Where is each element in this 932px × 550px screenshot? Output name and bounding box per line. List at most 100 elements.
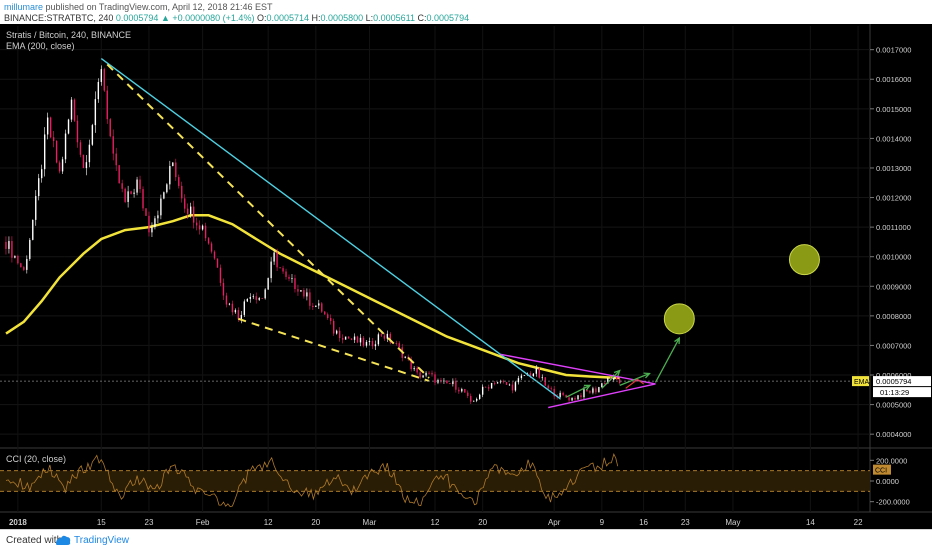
candle xyxy=(273,249,275,265)
candle-body xyxy=(172,162,174,167)
candle-body xyxy=(374,344,377,347)
price-tick-label: 0.0012000 xyxy=(876,194,911,203)
candle-body xyxy=(222,282,225,296)
candle xyxy=(64,129,67,164)
candle xyxy=(347,336,350,339)
candle-body xyxy=(192,206,195,223)
candle-body xyxy=(70,99,73,120)
candle xyxy=(73,98,76,123)
cci-pane xyxy=(0,452,870,508)
candle xyxy=(306,288,308,301)
tradingview-link[interactable]: TradingView xyxy=(74,535,130,546)
candle xyxy=(419,370,421,380)
candle xyxy=(288,274,290,282)
candle-body xyxy=(368,341,371,342)
candle-body xyxy=(607,377,609,384)
chart-area[interactable]: 0.0004000 0.0005000 0.0006000 0.0007000 0.00… xyxy=(0,24,932,529)
candle xyxy=(458,387,460,394)
candle-body xyxy=(225,295,228,305)
candle xyxy=(574,396,576,402)
candle xyxy=(565,394,567,398)
downtrend-line xyxy=(100,57,561,400)
candle xyxy=(324,311,326,315)
price-tick-label: 0.0008000 xyxy=(876,312,911,321)
candle xyxy=(157,210,159,224)
candle-body xyxy=(341,338,344,340)
candle-body xyxy=(29,239,31,259)
candle xyxy=(341,334,344,344)
tradingview-logo-icon xyxy=(56,535,71,545)
candle xyxy=(189,202,192,218)
candle xyxy=(568,395,570,403)
time-tick-label: May xyxy=(725,518,740,527)
candle-body xyxy=(26,258,28,270)
candle-body xyxy=(353,336,356,340)
candle xyxy=(467,390,469,399)
candle-body xyxy=(136,179,138,193)
candle-body xyxy=(151,226,153,233)
candle-body xyxy=(91,125,94,145)
author-link[interactable]: millumare xyxy=(4,2,44,12)
target-arrow xyxy=(654,337,680,383)
candle xyxy=(172,162,174,167)
candle-body xyxy=(550,388,552,390)
breakout-arrow-2-head xyxy=(613,369,621,377)
candle-body xyxy=(127,191,129,202)
candle xyxy=(210,241,213,254)
candle-body xyxy=(264,289,266,299)
time-tick-label: 12 xyxy=(431,518,440,527)
candle xyxy=(541,374,543,381)
candle-body xyxy=(79,142,82,155)
candle xyxy=(380,332,383,338)
candle-body xyxy=(121,183,123,189)
candle xyxy=(377,332,380,347)
time-tick-label: 23 xyxy=(681,518,690,527)
candle-body xyxy=(148,215,150,233)
candle-body xyxy=(371,341,374,347)
candle xyxy=(461,387,463,393)
candle xyxy=(252,294,254,300)
time-tick-label: 22 xyxy=(854,518,863,527)
candle xyxy=(476,397,478,403)
candle xyxy=(216,258,219,268)
candle xyxy=(520,373,523,381)
candle-body xyxy=(14,255,16,258)
candle-body xyxy=(508,384,511,386)
candle xyxy=(395,340,397,346)
symbol-line: BINANCE:STRATBTC, 240 xyxy=(4,13,114,23)
breakout-arrow-2 xyxy=(601,370,621,389)
candle-body xyxy=(154,218,156,227)
candle-body xyxy=(276,252,278,268)
candle-body xyxy=(568,397,570,401)
candle-body xyxy=(419,372,421,378)
candle-body xyxy=(204,225,207,239)
price-tick-label: 0.0007000 xyxy=(876,341,911,350)
candle xyxy=(452,378,454,387)
time-tick-label: 12 xyxy=(264,518,273,527)
candle-body xyxy=(416,368,418,373)
candle-body xyxy=(64,133,67,160)
candle-body xyxy=(541,377,543,379)
candle-body xyxy=(109,119,111,137)
candle xyxy=(309,288,311,310)
candle-body xyxy=(312,305,314,308)
candle xyxy=(82,154,85,169)
candle-body xyxy=(189,206,192,214)
candle-body xyxy=(17,255,19,264)
candle-body xyxy=(461,389,463,392)
candle xyxy=(455,377,457,393)
candle xyxy=(85,154,88,176)
candle xyxy=(124,187,126,204)
candle-body xyxy=(291,278,293,279)
candle xyxy=(43,127,46,177)
candle xyxy=(139,175,141,193)
candle-body xyxy=(49,117,52,138)
candle-body xyxy=(532,373,535,377)
candle-body xyxy=(604,383,606,385)
countdown-label: 01:13:29 xyxy=(880,388,909,397)
candle-body xyxy=(106,90,108,120)
candle-body xyxy=(94,99,97,126)
candle-body xyxy=(43,134,46,170)
candle xyxy=(11,236,13,263)
